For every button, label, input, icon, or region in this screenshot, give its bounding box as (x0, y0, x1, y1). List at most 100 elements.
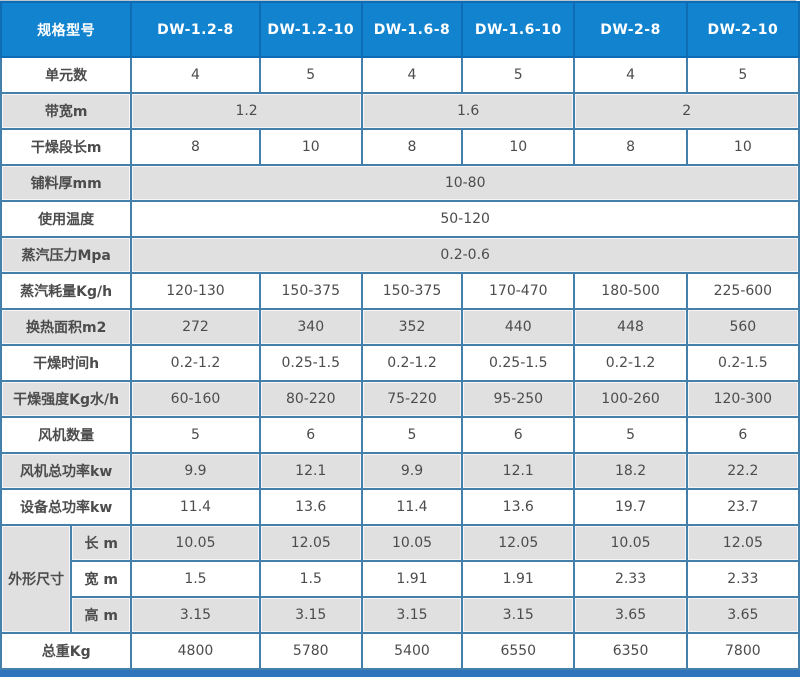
spec-value-cell: 23.7 (685, 488, 800, 526)
spec-value-cell: 7800 (685, 632, 800, 670)
spec-value-cell: 6 (258, 416, 363, 454)
spec-value-cell: 10.05 (130, 524, 261, 562)
spec-value-cell: 150-375 (258, 272, 363, 310)
table-row: 设备总功率kw 11.4 13.6 11.4 13.6 19.7 23.7 (0, 488, 800, 526)
row-sublabel: 长 m (70, 524, 133, 562)
spec-value-cell: 12.1 (258, 452, 363, 490)
corner-header-cell: 规格型号 (0, 1, 133, 58)
spec-value-cell: 4 (130, 56, 261, 94)
row-sublabel: 宽 m (70, 560, 133, 598)
column-header-model: DW-2-8 (573, 1, 688, 58)
header-row: 规格型号 DW-1.2-8 DW-1.2-10 DW-1.6-8 DW-1.6-10 D… (0, 1, 800, 58)
spec-value-cell: 18.2 (573, 452, 688, 490)
spec-value-cell: 1.91 (360, 560, 464, 598)
row-label: 换热面积m2 (0, 308, 133, 346)
table-row: 铺料厚mm 10-80 (0, 164, 800, 202)
spec-value-cell: 12.05 (461, 524, 576, 562)
spec-value-cell: 50-120 (130, 200, 800, 238)
spec-value-cell: 225-600 (685, 272, 800, 310)
spec-value-cell: 1.91 (461, 560, 576, 598)
spec-value-cell: 352 (360, 308, 464, 346)
table-row: 蒸汽压力Mpa 0.2-0.6 (0, 236, 800, 274)
table-row: 高 m 3.15 3.15 3.15 3.15 3.65 3.65 (1, 596, 800, 634)
spec-value-cell: 6350 (573, 632, 688, 670)
spec-value-cell: 13.6 (461, 488, 576, 526)
table-row: 干燥段长m 8 10 8 10 8 10 (0, 128, 800, 166)
spec-value-cell: 180-500 (573, 272, 688, 310)
row-label: 风机总功率kw (0, 452, 133, 490)
row-label: 干燥段长m (0, 128, 133, 166)
spec-value-cell: 4 (360, 56, 464, 94)
spec-value-cell: 3.15 (258, 596, 363, 634)
table-row: 总重Kg 4800 5780 5400 6550 6350 7800 (0, 632, 800, 670)
spec-value-cell: 95-250 (461, 380, 576, 418)
spec-value-cell: 272 (130, 308, 261, 346)
spec-value-cell: 11.4 (130, 488, 261, 526)
spec-value-cell: 12.1 (461, 452, 576, 490)
spec-value-cell: 2.33 (685, 560, 800, 598)
spec-value-cell: 5400 (360, 632, 464, 670)
row-label: 铺料厚mm (0, 164, 133, 202)
spec-value-cell: 5 (461, 56, 576, 94)
row-label: 设备总功率kw (0, 488, 133, 526)
table-row: 带宽m 1.2 1.6 2 (0, 92, 800, 130)
column-header-model: DW-2-10 (685, 1, 800, 58)
spec-value-cell: 0.2-1.2 (360, 344, 464, 382)
table-row: 蒸汽耗量Kg/h 120-130 150-375 150-375 170-470 180-… (0, 272, 800, 310)
table-body: 单元数 4 5 4 5 4 5 带宽m 1.2 1.6 2 干燥段长m 8 10 8 10 8 10 铺料厚mm 10… (0, 56, 800, 670)
spec-value-cell: 0.2-1.2 (130, 344, 261, 382)
row-label: 带宽m (0, 92, 133, 130)
row-label: 干燥时间h (0, 344, 133, 382)
spec-value-cell: 5 (360, 416, 464, 454)
spec-value-cell: 75-220 (360, 380, 464, 418)
spec-value-cell: 3.15 (461, 596, 576, 634)
column-header-model: DW-1.6-8 (360, 1, 464, 58)
spec-value-cell: 9.9 (130, 452, 261, 490)
spec-value-cell: 120-130 (130, 272, 261, 310)
spec-value-cell: 12.05 (685, 524, 800, 562)
spec-value-cell: 9.9 (360, 452, 464, 490)
column-header-model: DW-1.2-10 (258, 1, 363, 58)
table-row: 宽 m 1.5 1.5 1.91 1.91 2.33 2.33 (1, 560, 800, 598)
table-row: 风机数量 5 6 5 6 5 6 (0, 416, 800, 454)
spec-value-cell: 5 (130, 416, 261, 454)
spec-value-cell: 5 (258, 56, 363, 94)
spec-value-cell: 80-220 (258, 380, 363, 418)
column-header-model: DW-1.6-10 (461, 1, 576, 58)
spec-value-cell: 6 (461, 416, 576, 454)
spec-table: 规格型号 DW-1.2-8 DW-1.2-10 DW-1.6-8 DW-1.6-10 D… (0, 1, 800, 670)
spec-value-cell: 170-470 (461, 272, 576, 310)
spec-value-cell: 10-80 (130, 164, 800, 202)
dimension-group-label: 外形尺寸 (0, 524, 73, 634)
spec-value-cell: 448 (573, 308, 688, 346)
spec-value-cell: 3.65 (685, 596, 800, 634)
spec-table-wrapper: 规格型号 DW-1.2-8 DW-1.2-10 DW-1.6-8 DW-1.6-10 D… (0, 0, 800, 670)
spec-value-cell: 100-260 (573, 380, 688, 418)
spec-value-cell: 19.7 (573, 488, 688, 526)
spec-value-cell: 11.4 (360, 488, 464, 526)
spec-value-cell: 3.15 (360, 596, 464, 634)
spec-value-cell: 3.65 (573, 596, 688, 634)
spec-value-cell: 10 (258, 128, 363, 166)
spec-value-cell: 5 (685, 56, 800, 94)
table-row: 干燥强度Kg水/h 60-160 80-220 75-220 95-250 100-260… (0, 380, 800, 418)
bottom-accent-bar (0, 670, 800, 677)
row-label: 蒸汽耗量Kg/h (0, 272, 133, 310)
row-label: 总重Kg (0, 632, 133, 670)
row-label: 使用温度 (0, 200, 133, 238)
spec-value-cell: 10 (685, 128, 800, 166)
spec-value-cell: 5 (573, 416, 688, 454)
table-row: 换热面积m2 272 340 352 440 448 560 (0, 308, 800, 346)
row-label: 单元数 (0, 56, 133, 94)
spec-value-cell: 560 (685, 308, 800, 346)
table-row: 干燥时间h 0.2-1.2 0.25-1.5 0.2-1.2 0.25-1.5 0.2-1… (0, 344, 800, 382)
spec-value-cell: 2 (573, 92, 800, 130)
spec-value-cell: 0.25-1.5 (461, 344, 576, 382)
row-label: 蒸汽压力Mpa (0, 236, 133, 274)
spec-value-cell: 6 (685, 416, 800, 454)
column-header-model: DW-1.2-8 (130, 1, 261, 58)
spec-value-cell: 10 (461, 128, 576, 166)
spec-value-cell: 4800 (130, 632, 261, 670)
spec-value-cell: 0.2-1.5 (685, 344, 800, 382)
spec-value-cell: 6550 (461, 632, 576, 670)
